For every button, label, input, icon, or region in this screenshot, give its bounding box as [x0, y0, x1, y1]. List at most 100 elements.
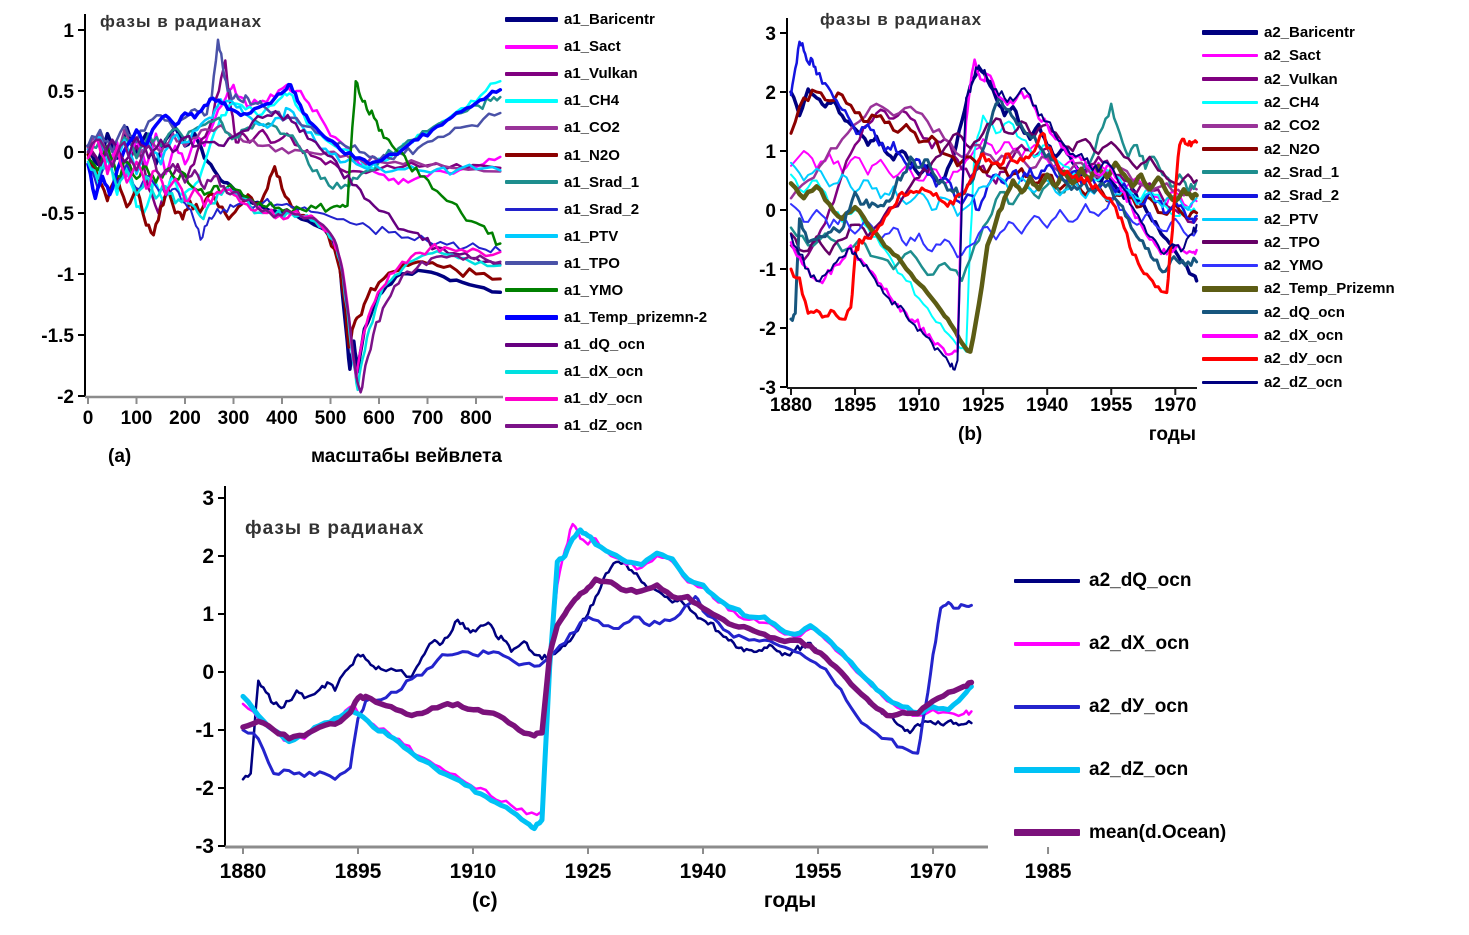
- series-line-a1_Srad_2: [87, 157, 502, 254]
- legend-line-swatch: [1202, 310, 1258, 315]
- legend-label: a2_Sact: [1264, 47, 1321, 65]
- x-tick-label: 1940: [680, 860, 727, 883]
- legend-line-swatch: [505, 315, 558, 321]
- x-tick-label: 600: [363, 408, 395, 429]
- legend-item: a2_dQ_ocn: [1014, 549, 1226, 612]
- series-line-a1_YMO: [86, 79, 502, 247]
- x-tick-label: 1895: [335, 860, 382, 883]
- y-tick-label: 1: [765, 142, 776, 163]
- legend-item: a1_CO2: [505, 114, 707, 141]
- legend-label: a2_Srad_2: [1264, 187, 1340, 205]
- legend-label: mean(d.Ocean): [1089, 822, 1227, 843]
- legend-label: a2_Temp_Prizemn: [1264, 280, 1395, 298]
- legend-label: a2_dX_ocn: [1264, 327, 1344, 344]
- y-tick-label: 1: [63, 21, 74, 42]
- legend-item: a1_Baricentr: [505, 6, 707, 33]
- legend-item: a2_TPO: [1202, 231, 1395, 254]
- legend-label: a1_Temp_prizemn-2: [564, 309, 708, 327]
- legend-chart-c: a2_dQ_ocn a2_dX_ocn a2_dУ_ocn a2_dZ_ocn mean…: [1014, 549, 1226, 864]
- y-tick-label: -3: [759, 378, 776, 399]
- legend-item: a1_Vulkan: [505, 60, 707, 87]
- legend-line-swatch: [1202, 101, 1258, 105]
- legend-item: a2_dQ_ocn: [1202, 301, 1395, 324]
- legend-label: a1_CO2: [564, 119, 620, 137]
- legend-item: a1_PTV: [505, 223, 707, 250]
- legend-label: a2_dZ_ocn: [1264, 373, 1343, 391]
- panel-label: (a): [108, 446, 131, 467]
- legend-chart-b: a2_Baricentr a2_Sact a2_Vulkan a2_CH4 a2_CO2…: [1202, 21, 1395, 394]
- legend-line-swatch: [1014, 641, 1080, 646]
- series-line-a1_N2O: [86, 152, 502, 349]
- legend-label: a2_dУ_ocn: [1264, 350, 1343, 368]
- legend-item: a1_YMO: [505, 277, 707, 304]
- legend-line-swatch: [505, 17, 558, 23]
- panel-label: (b): [958, 424, 982, 445]
- legend-label: a1_Vulkan: [564, 65, 638, 83]
- series-line-a2_dQ_ocn: [789, 95, 1199, 322]
- x-tick-label: 400: [266, 408, 298, 429]
- x-tick-label: 1895: [834, 395, 877, 416]
- legend-line-swatch: [505, 44, 558, 49]
- legend-item: a1_TPO: [505, 250, 707, 277]
- legend-line-swatch: [1202, 123, 1258, 128]
- legend-item: a2_Sact: [1202, 44, 1395, 67]
- legend-item: a1_dX_ocn: [505, 358, 707, 385]
- y-tick-label: -1.5: [41, 326, 74, 347]
- legend-line-swatch: [505, 261, 558, 266]
- x-tick-label: 1970: [910, 860, 957, 883]
- chart-title: фазы в радианах: [245, 518, 424, 539]
- chart-title: фазы в радианах: [100, 12, 262, 31]
- legend-label: a1_N2O: [564, 146, 620, 164]
- series-line-a2_dУ_ocn: [241, 595, 973, 781]
- legend-item: a2_dX_ocn: [1202, 324, 1395, 347]
- y-tick-label: 0: [202, 661, 214, 684]
- series-line-a2_dУ_ocn: [789, 131, 1199, 321]
- chart-c-ocean-phases-vs-years: 3 2 1 0 -1 -2 -3 1880 1895 1910 1925 1940 1955 1970 19…: [195, 486, 1072, 912]
- legend-label: a1_Baricentr: [564, 11, 655, 29]
- legend-label: a2_CO2: [1264, 117, 1320, 135]
- legend-item: a2_CH4: [1202, 91, 1395, 114]
- legend-line-swatch: [1014, 578, 1080, 583]
- legend-line-swatch: [505, 396, 558, 401]
- legend-line-swatch: [505, 71, 558, 76]
- legend-line-swatch: [1202, 240, 1258, 245]
- legend-label: a1_dУ_ocn: [564, 390, 643, 408]
- series-line-a1_dQ_ocn: [86, 109, 502, 267]
- legend-item: a2_CO2: [1202, 114, 1395, 137]
- series-line-a2_Vulkan: [789, 108, 1198, 262]
- x-tick-label: 800: [460, 408, 492, 429]
- legend-item: a1_Sact: [505, 33, 707, 60]
- legend-label: a1_PTV: [564, 227, 619, 245]
- y-tick-label: 0: [765, 201, 776, 222]
- series-line-mean(d.Ocean): [240, 576, 975, 742]
- legend-line-swatch: [1202, 54, 1258, 58]
- legend-line-swatch: [505, 125, 558, 130]
- series-line-a2_PTV: [790, 161, 1198, 217]
- x-tick-label: 1940: [1026, 395, 1068, 416]
- legend-label: a2_dУ_ocn: [1089, 696, 1189, 717]
- legend-label: a1_TPO: [564, 254, 620, 272]
- series-line-a2_dZ_ocn: [240, 527, 974, 832]
- series-line-a2_dZ_ocn: [790, 64, 1198, 371]
- legend-item: a2_Baricentr: [1202, 21, 1395, 44]
- legend-line-swatch: [1202, 30, 1258, 36]
- y-tick-label: -2: [57, 387, 74, 408]
- legend-line-swatch: [1202, 264, 1258, 268]
- y-tick-label: 2: [765, 83, 776, 104]
- x-tick-label: 700: [412, 408, 444, 429]
- legend-line-swatch: [1202, 77, 1258, 82]
- legend-label: a2_PTV: [1264, 210, 1319, 228]
- legend-line-swatch: [1014, 704, 1080, 709]
- legend-line-swatch: [505, 369, 558, 374]
- legend-label: a1_dX_ocn: [564, 363, 644, 381]
- legend-line-swatch: [1202, 147, 1258, 152]
- x-tick-label: 0: [83, 408, 94, 429]
- legend-label: a2_dQ_ocn: [1264, 303, 1345, 321]
- legend-item: a2_N2O: [1202, 137, 1395, 160]
- x-axis-title: годы: [1149, 424, 1196, 445]
- x-tick-label: 200: [169, 408, 201, 429]
- legend-line-swatch: [505, 288, 558, 293]
- legend-label: a1_CH4: [564, 92, 620, 110]
